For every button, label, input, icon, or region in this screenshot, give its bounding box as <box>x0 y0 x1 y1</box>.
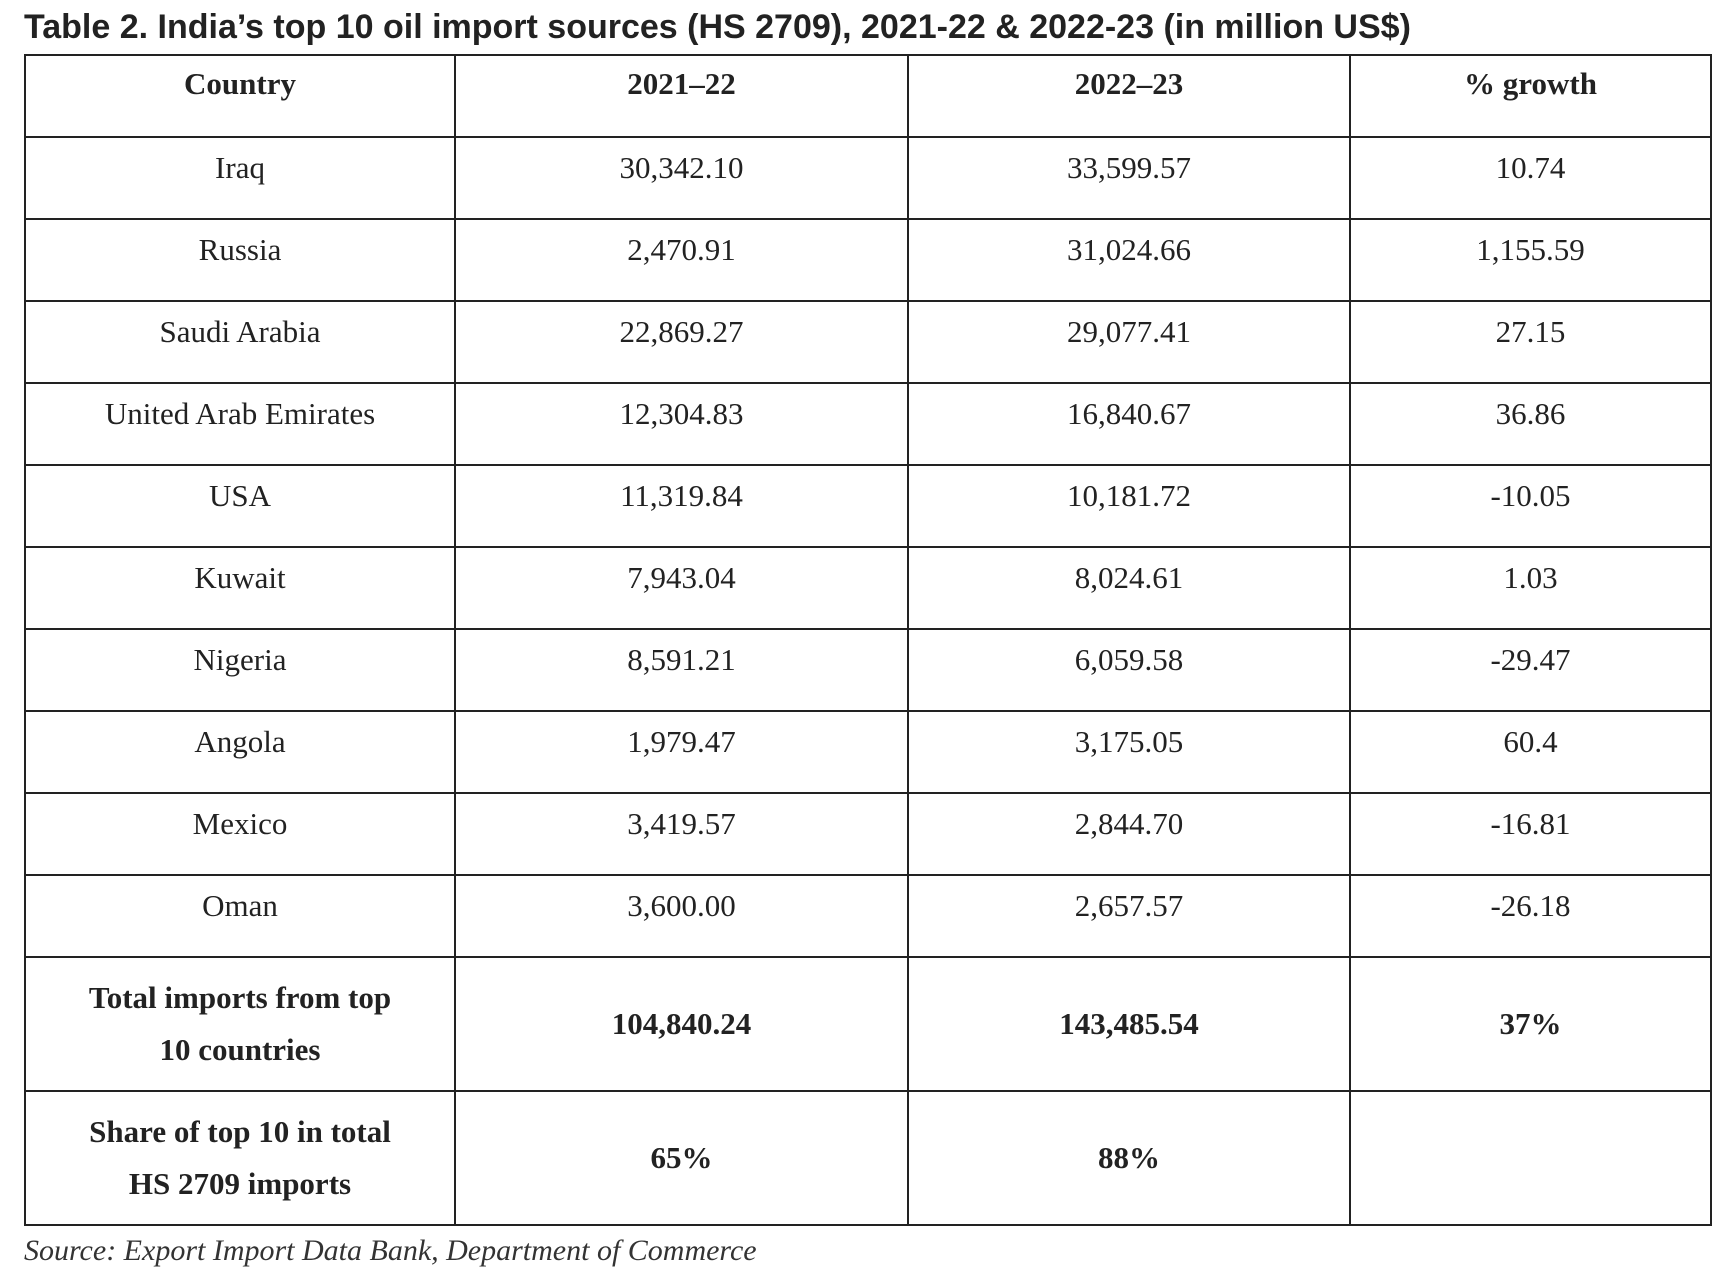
value-2022-23-cell: 2,657.57 <box>907 874 1351 958</box>
value-2021-22-cell: 3,600.00 <box>454 874 909 958</box>
value-2022-23-cell: 3,175.05 <box>907 710 1351 794</box>
total-imports-label-line2: 10 countries <box>159 1032 321 1067</box>
header-row: Country 2021–22 2022–23 % growth <box>24 54 1712 138</box>
growth-cell: 1,155.59 <box>1349 218 1712 302</box>
table-title: Table 2. India’s top 10 oil import sourc… <box>24 8 1411 46</box>
growth-cell: 1.03 <box>1349 546 1712 630</box>
growth-cell: 60.4 <box>1349 710 1712 794</box>
country-cell: Angola <box>24 710 456 794</box>
value-2021-22-cell: 30,342.10 <box>454 136 909 220</box>
value-2021-22-cell: 8,591.21 <box>454 628 909 712</box>
country-cell: United Arab Emirates <box>24 382 456 466</box>
table-row: Oman 3,600.00 2,657.57 -26.18 <box>24 874 1712 958</box>
table-row: USA 11,319.84 10,181.72 -10.05 <box>24 464 1712 548</box>
value-2021-22-cell: 7,943.04 <box>454 546 909 630</box>
value-2021-22-cell: 22,869.27 <box>454 300 909 384</box>
country-cell: USA <box>24 464 456 548</box>
header-2021-22: 2021–22 <box>454 54 909 138</box>
header-growth: % growth <box>1349 54 1712 138</box>
value-2021-22-cell: 11,319.84 <box>454 464 909 548</box>
header-country: Country <box>24 54 456 138</box>
value-2021-22-cell: 1,979.47 <box>454 710 909 794</box>
growth-cell: -16.81 <box>1349 792 1712 876</box>
value-2022-23-cell: 31,024.66 <box>907 218 1351 302</box>
oil-import-table: Country 2021–22 2022–23 % growth Iraq 30… <box>24 54 1712 1226</box>
share-top10-label-line2: HS 2709 imports <box>128 1166 352 1201</box>
country-cell: Kuwait <box>24 546 456 630</box>
value-2022-23-cell: 29,077.41 <box>907 300 1351 384</box>
total-imports-row: Total imports from top 10 countries 104,… <box>24 956 1712 1092</box>
table-row: Iraq 30,342.10 33,599.57 10.74 <box>24 136 1712 220</box>
share-top10-label-line1: Share of top 10 in total <box>89 1114 391 1149</box>
total-imports-2022-23: 143,485.54 <box>907 956 1351 1092</box>
growth-cell: -10.05 <box>1349 464 1712 548</box>
document: Table 2. India’s top 10 oil import sourc… <box>24 0 1714 1268</box>
country-cell: Saudi Arabia <box>24 300 456 384</box>
growth-cell: 27.15 <box>1349 300 1712 384</box>
table-row: Russia 2,470.91 31,024.66 1,155.59 <box>24 218 1712 302</box>
value-2021-22-cell: 2,470.91 <box>454 218 909 302</box>
header-2022-23: 2022–23 <box>907 54 1351 138</box>
total-imports-label: Total imports from top 10 countries <box>24 956 456 1092</box>
country-cell: Russia <box>24 218 456 302</box>
table-row: Mexico 3,419.57 2,844.70 -16.81 <box>24 792 1712 876</box>
value-2022-23-cell: 10,181.72 <box>907 464 1351 548</box>
growth-cell: -26.18 <box>1349 874 1712 958</box>
share-top10-label: Share of top 10 in total HS 2709 imports <box>24 1090 456 1226</box>
country-cell: Nigeria <box>24 628 456 712</box>
source-note: Source: Export Import Data Bank, Departm… <box>24 1234 757 1267</box>
value-2021-22-cell: 3,419.57 <box>454 792 909 876</box>
value-2021-22-cell: 12,304.83 <box>454 382 909 466</box>
table-row: United Arab Emirates 12,304.83 16,840.67… <box>24 382 1712 466</box>
total-imports-growth: 37% <box>1349 956 1712 1092</box>
share-top10-row: Share of top 10 in total HS 2709 imports… <box>24 1090 1712 1226</box>
share-top10-2022-23: 88% <box>907 1090 1351 1226</box>
country-cell: Oman <box>24 874 456 958</box>
value-2022-23-cell: 33,599.57 <box>907 136 1351 220</box>
value-2022-23-cell: 8,024.61 <box>907 546 1351 630</box>
country-cell: Iraq <box>24 136 456 220</box>
table-row: Nigeria 8,591.21 6,059.58 -29.47 <box>24 628 1712 712</box>
value-2022-23-cell: 6,059.58 <box>907 628 1351 712</box>
value-2022-23-cell: 16,840.67 <box>907 382 1351 466</box>
growth-cell: -29.47 <box>1349 628 1712 712</box>
growth-cell: 36.86 <box>1349 382 1712 466</box>
table-row: Angola 1,979.47 3,175.05 60.4 <box>24 710 1712 794</box>
share-top10-growth <box>1349 1090 1712 1226</box>
growth-cell: 10.74 <box>1349 136 1712 220</box>
table-row: Kuwait 7,943.04 8,024.61 1.03 <box>24 546 1712 630</box>
share-top10-2021-22: 65% <box>454 1090 909 1226</box>
table-row: Saudi Arabia 22,869.27 29,077.41 27.15 <box>24 300 1712 384</box>
total-imports-label-line1: Total imports from top <box>88 980 392 1015</box>
country-cell: Mexico <box>24 792 456 876</box>
total-imports-2021-22: 104,840.24 <box>454 956 909 1092</box>
value-2022-23-cell: 2,844.70 <box>907 792 1351 876</box>
